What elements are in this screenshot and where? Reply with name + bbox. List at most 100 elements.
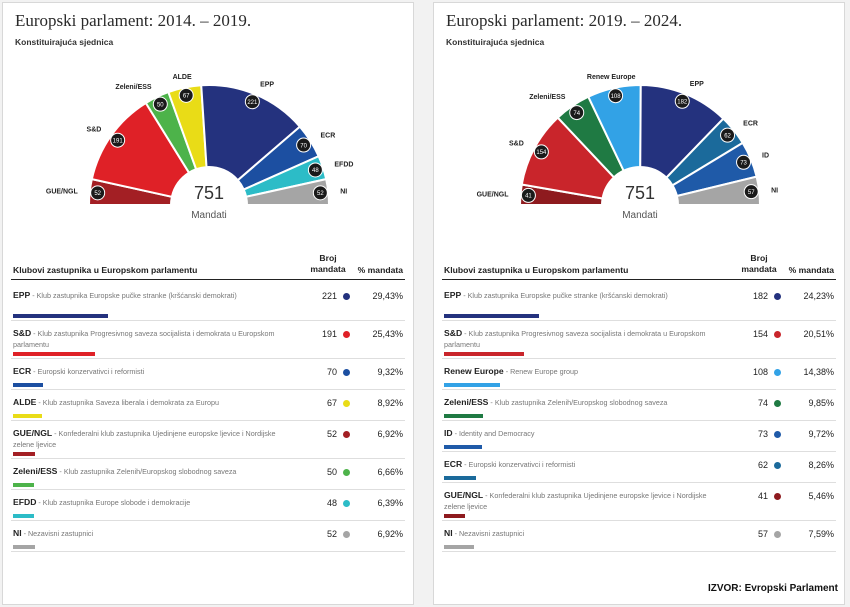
group-description: Nezavisni zastupnici: [458, 529, 525, 538]
seat-count: 108: [752, 367, 768, 377]
seat-segment-ni: [675, 175, 762, 206]
group-abbr: ALDE: [13, 397, 37, 407]
seat-count-label: 73: [740, 161, 747, 167]
group-color-dot: [774, 531, 781, 538]
group-name: S&D - Klub zastupnika Progresivnog savez…: [444, 328, 712, 350]
total-label: Mandati: [191, 210, 227, 221]
seat-count-label: 62: [724, 133, 731, 139]
group-color-dot: [774, 331, 781, 338]
group-label: Zeleni/ESS: [529, 94, 566, 101]
seat-bar: [13, 314, 108, 318]
seat-bar: [444, 383, 500, 387]
group-abbr: ECR: [444, 459, 463, 469]
group-description: Europski konzervativci i reformisti: [37, 367, 145, 376]
table-header: Klubovi zastupnika u Europskom parlament…: [442, 253, 836, 280]
group-label: EPP: [260, 81, 274, 88]
group-description: Klub zastupnika Progresivnog saveza soci…: [13, 329, 275, 349]
header-group: Klubovi zastupnika u Europskom parlament…: [444, 265, 629, 275]
seat-percentage: 6,66%: [377, 467, 403, 477]
seat-count-label: 108: [611, 94, 622, 100]
group-abbr: EFDD: [13, 497, 37, 507]
group-color-dot: [343, 293, 350, 300]
seat-percentage: 14,38%: [803, 367, 834, 377]
total-seats: 751: [625, 183, 655, 203]
seat-count-label: 52: [317, 191, 324, 197]
seat-badge: [520, 187, 536, 203]
separator: -: [503, 367, 511, 376]
group-name: GUE/NGL - Konfederalni klub zastupnika U…: [13, 428, 281, 450]
group-name: NI - Nezavisni zastupnici: [13, 528, 281, 539]
seat-count: 74: [757, 398, 768, 408]
group-abbr: S&D: [444, 328, 463, 338]
seat-count-label: 191: [113, 138, 124, 144]
group-table: EPP - Klub zastupnika Europske pučke str…: [11, 283, 405, 552]
seat-percentage: 6,92%: [377, 529, 403, 539]
seat-count-label: 70: [300, 143, 307, 149]
seat-percentage: 29,43%: [372, 291, 403, 301]
header-group: Klubovi zastupnika u Europskom parlament…: [13, 265, 198, 275]
group-color-dot: [343, 500, 350, 507]
group-label: NI: [771, 187, 778, 194]
seat-count-label: 74: [573, 111, 580, 117]
seat-bar: [13, 514, 34, 518]
seat-count: 52: [326, 529, 337, 539]
header-seats: Broj mandata: [310, 253, 346, 274]
group-description: Klub zastupnika Zelenih/Europskog slobod…: [494, 398, 668, 407]
separator: -: [452, 529, 459, 538]
seat-badge: [720, 127, 736, 143]
group-label: Renew Europe: [587, 74, 636, 81]
group-color-dot: [343, 369, 350, 376]
group-name: Zeleni/ESS - Klub zastupnika Zelenih/Eur…: [13, 466, 281, 477]
table-row: S&D - Klub zastupnika Progresivnog savez…: [11, 321, 405, 359]
seat-segment-s-d: [90, 101, 191, 198]
seat-count: 52: [326, 429, 337, 439]
hemicycle-center: [173, 169, 245, 235]
seat-count-label: 50: [157, 102, 164, 108]
group-name: ID - Identity and Democracy: [444, 428, 712, 439]
seat-badge: [736, 154, 752, 170]
header-pct: % mandata: [357, 265, 403, 275]
group-color-dot: [774, 369, 781, 376]
table-row: GUE/NGL - Konfederalni klub zastupnika U…: [442, 483, 836, 521]
group-abbr: Renew Europe: [444, 366, 504, 376]
seat-badge: [178, 87, 194, 103]
group-abbr: EPP: [444, 290, 462, 300]
group-name: EPP - Klub zastupnika Europske pučke str…: [13, 290, 281, 301]
seat-badge: [296, 137, 312, 153]
group-color-dot: [343, 469, 350, 476]
header-seats: Broj mandata: [741, 253, 777, 274]
seat-count: 50: [326, 467, 337, 477]
separator: -: [21, 529, 28, 538]
group-name: Zeleni/ESS - Klub zastupnika Zelenih/Eur…: [444, 397, 712, 408]
seat-bar: [13, 414, 42, 418]
group-name: Renew Europe - Renew Europe group: [444, 366, 712, 377]
table-row: S&D - Klub zastupnika Progresivnog savez…: [442, 321, 836, 359]
seat-count-label: 41: [525, 194, 532, 200]
seat-count-label: 182: [677, 99, 688, 105]
group-abbr: ID: [444, 428, 453, 438]
table-row: EPP - Klub zastupnika Europske pučke str…: [442, 283, 836, 321]
seat-count: 41: [757, 491, 768, 501]
seat-percentage: 24,23%: [803, 291, 834, 301]
group-description: Klub zastupnika Zelenih/Europskog slobod…: [63, 467, 237, 476]
seat-bar: [444, 545, 474, 549]
group-name: ALDE - Klub zastupnika Saveza liberala i…: [13, 397, 281, 408]
group-color-dot: [774, 400, 781, 407]
seat-bar: [444, 445, 482, 449]
seat-count: 48: [326, 498, 337, 508]
seat-count-label: 52: [94, 191, 101, 197]
group-name: ECR - Europski konzervativci i reformist…: [444, 459, 712, 470]
group-table: EPP - Klub zastupnika Europske pučke str…: [442, 283, 836, 552]
seat-count-label: 154: [536, 150, 547, 156]
seat-percentage: 7,59%: [808, 529, 834, 539]
table-row: Renew Europe - Renew Europe group 108 14,3…: [442, 359, 836, 390]
seat-bar: [13, 483, 34, 487]
group-abbr: NI: [444, 528, 453, 538]
group-label: ID: [762, 153, 769, 160]
seat-percentage: 9,85%: [808, 398, 834, 408]
table-row: GUE/NGL - Konfederalni klub zastupnika U…: [11, 421, 405, 459]
separator: -: [36, 498, 43, 507]
separator: -: [31, 367, 38, 376]
seat-badge: [743, 184, 759, 200]
group-color-dot: [774, 493, 781, 500]
